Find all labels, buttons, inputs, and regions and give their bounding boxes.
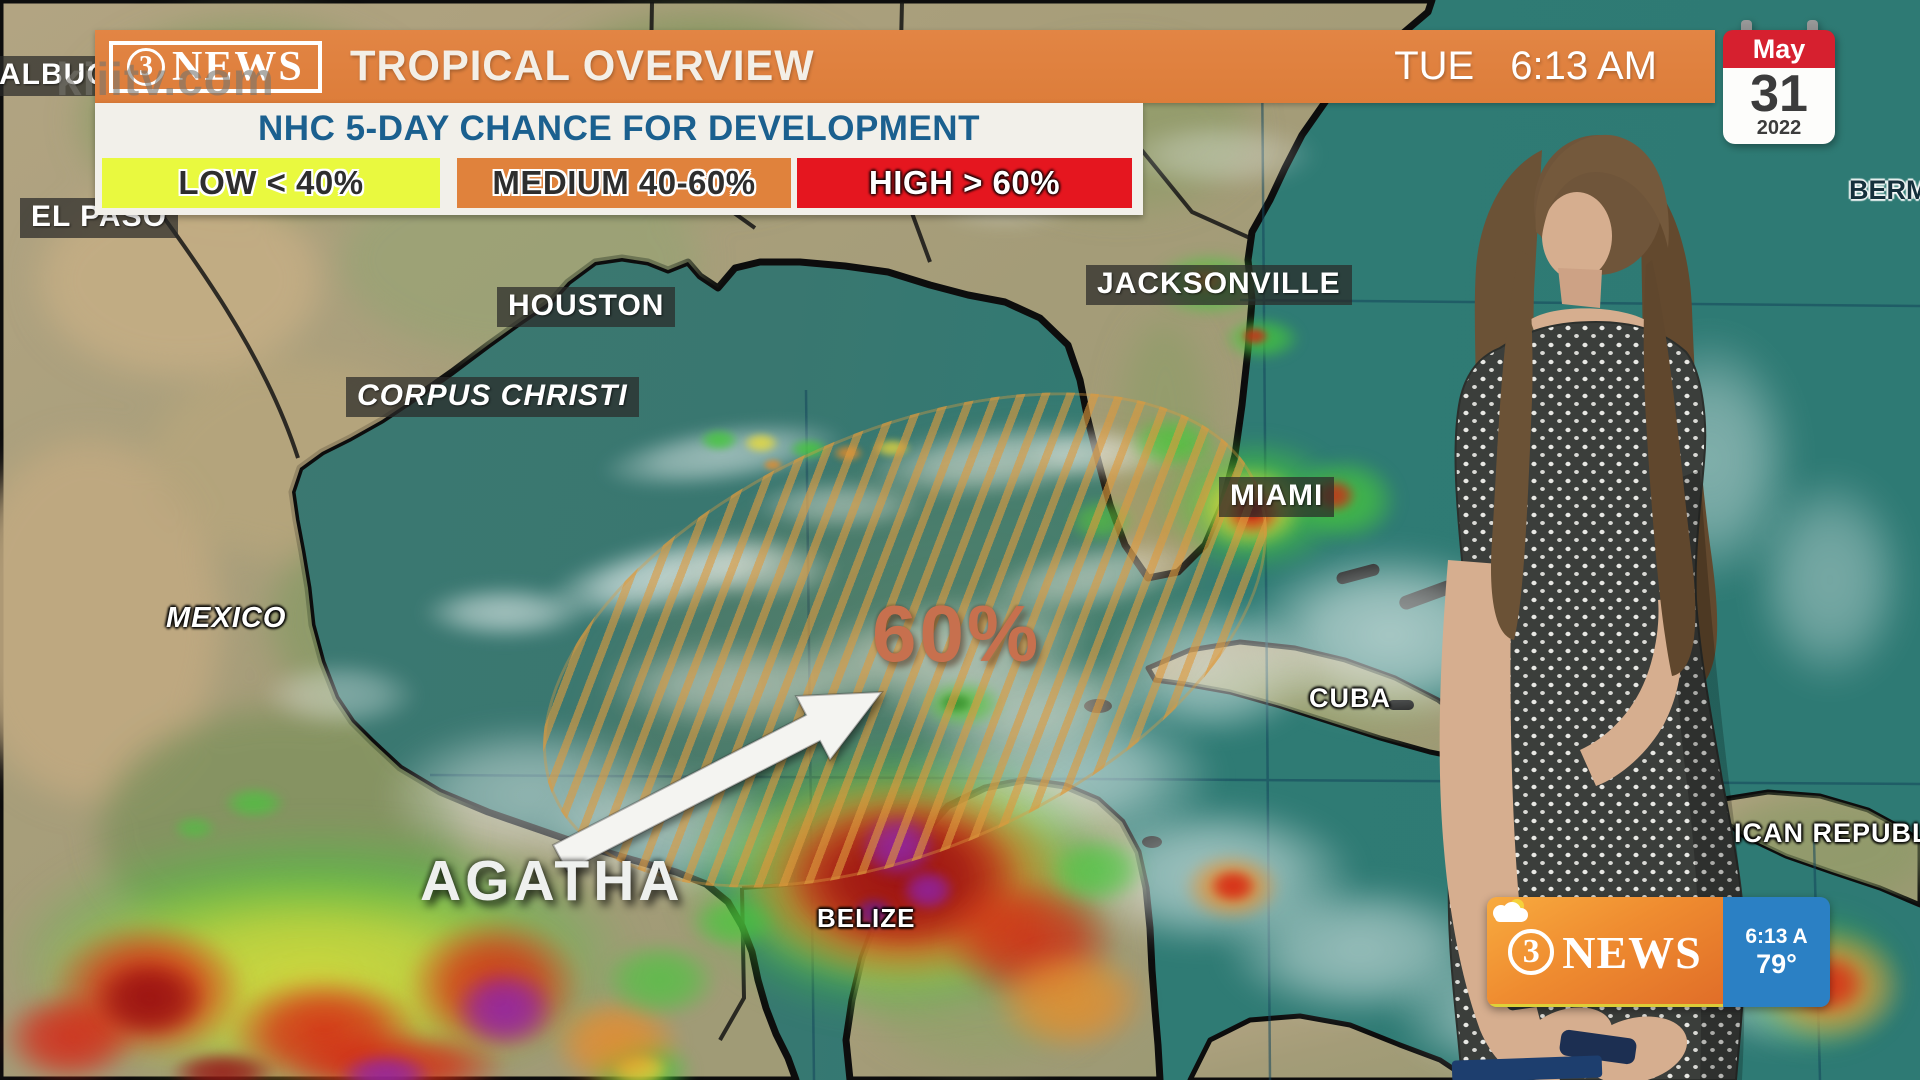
bug-temperature: 79° bbox=[1756, 948, 1797, 979]
legend-low: LOW < 40% bbox=[102, 158, 440, 208]
radar-blob bbox=[260, 660, 420, 730]
station-bug: 3 NEWS 6:13 A 79° bbox=[1487, 897, 1830, 1007]
radar-blob bbox=[990, 945, 1150, 1055]
map-label-mexico: MEXICO bbox=[166, 602, 287, 634]
radar-blob bbox=[742, 432, 780, 454]
station-logo-text: NEWS bbox=[172, 43, 304, 90]
bug-logo-text: NEWS bbox=[1562, 926, 1702, 978]
radar-blob bbox=[168, 1050, 278, 1080]
presenter-hair-front bbox=[1490, 250, 1696, 676]
header-banner: 3 NEWS TROPICAL OVERVIEW TUE 6:13 AM bbox=[95, 30, 1715, 103]
radar-blob bbox=[1208, 868, 1258, 904]
banner-day: TUE bbox=[1394, 44, 1475, 88]
bug-time: 6:13 A bbox=[1745, 924, 1808, 948]
bug-weather: 6:13 A 79° bbox=[1493, 897, 1830, 1007]
development-chance-label: 60% bbox=[872, 589, 1042, 678]
banner-clock: TUE 6:13 AM bbox=[1394, 44, 1657, 89]
map-label-houston: HOUSTON bbox=[497, 287, 676, 327]
circle-3-icon: 3 bbox=[127, 47, 165, 86]
radar-blob bbox=[1048, 835, 1148, 905]
calendar-body: 31 2022 bbox=[1723, 68, 1835, 144]
radar-blob bbox=[688, 895, 778, 950]
legend-medium: MEDIUM 40-60% bbox=[457, 158, 791, 208]
radar-blob bbox=[698, 428, 740, 452]
radar-blob bbox=[1750, 470, 1910, 690]
radar-blob bbox=[452, 968, 557, 1050]
calendar-widget: May 31 2022 bbox=[1723, 20, 1835, 144]
radar-blob bbox=[852, 896, 896, 930]
segment-title: TROPICAL OVERVIEW bbox=[349, 42, 815, 90]
circle-3-icon: 3 bbox=[1508, 929, 1555, 975]
map-label-miami: MIAMI bbox=[1219, 477, 1335, 517]
radar-blob bbox=[92, 958, 207, 1040]
radar-blob bbox=[222, 786, 287, 820]
calendar-year: 2022 bbox=[1756, 116, 1802, 139]
map-label-dominican-republic: ICAN REPUBLI bbox=[1734, 818, 1920, 848]
map-label-cuba: CUBA bbox=[1309, 683, 1391, 713]
radar-blob bbox=[420, 585, 590, 640]
nhc-development-panel: NHC 5-DAY CHANCE FOR DEVELOPMENT LOW < 4… bbox=[95, 103, 1143, 215]
partly-cloudy-icon bbox=[1493, 899, 1528, 922]
calendar-month: May bbox=[1723, 30, 1835, 68]
radar-blob bbox=[900, 868, 956, 912]
map-label-bermuda: BERM bbox=[1849, 175, 1920, 205]
radar-blob bbox=[600, 940, 720, 1020]
radar-blob bbox=[1240, 326, 1270, 346]
map-label-corpus-christi: CORPUS CHRISTI bbox=[346, 377, 639, 417]
storm-name-label: AGATHA bbox=[420, 849, 684, 913]
radar-blob bbox=[1120, 120, 1320, 190]
legend-high: HIGH > 60% bbox=[797, 158, 1132, 208]
nhc-panel-title: NHC 5-DAY CHANCE FOR DEVELOPMENT bbox=[258, 109, 980, 148]
map-label-jacksonville: JACKSONVILLE bbox=[1086, 265, 1352, 305]
station-watermark: kiiitv.com bbox=[56, 53, 275, 105]
banner-time-value: 6:13 AM bbox=[1510, 44, 1657, 88]
map-label-belize: BELIZE bbox=[817, 903, 916, 933]
calendar-day: 31 bbox=[1750, 65, 1808, 124]
station-logo: 3 NEWS bbox=[109, 40, 322, 93]
